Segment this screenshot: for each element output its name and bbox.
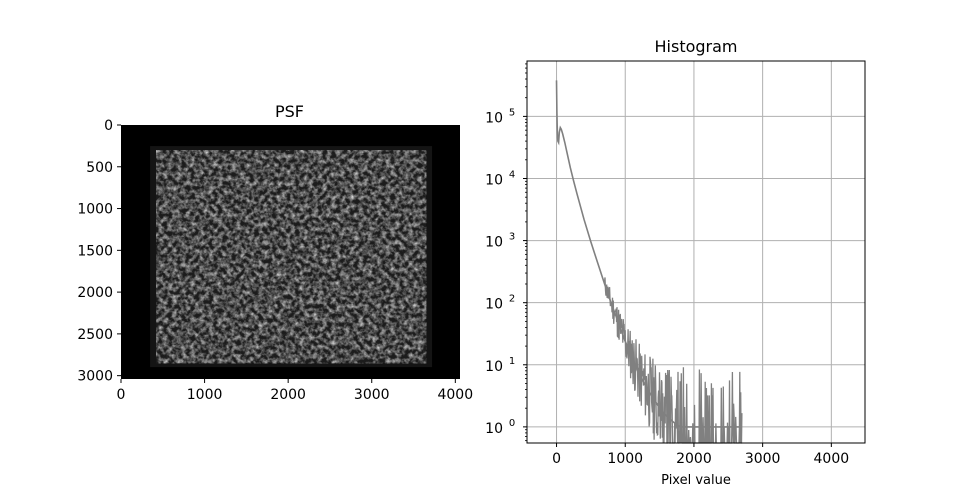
psf-y-axis: 0 500 1000 1500 2000 2500 3000	[77, 118, 121, 385]
histogram-y-tick-label: 10	[485, 172, 503, 188]
histogram-title: Histogram	[655, 37, 738, 56]
psf-title: PSF	[275, 102, 304, 121]
histogram-y-tick-exponent: 1	[509, 356, 515, 367]
histogram-y-axis: 10 0 10 1 10 2 10 3 10 4 10 5	[485, 63, 527, 442]
psf-speckle-texture	[156, 150, 427, 364]
histogram-y-tick-exponent: 0	[509, 418, 515, 429]
histogram-series	[555, 80, 743, 444]
histogram-x-tick-label: 0	[552, 451, 561, 467]
psf-x-tick-label: 2000	[270, 387, 306, 403]
psf-y-tick-label: 500	[86, 160, 113, 176]
psf-y-tick-label: 1000	[77, 202, 113, 218]
histogram-y-tick-label: 10	[485, 421, 503, 437]
histogram-y-tick-label: 10	[485, 110, 503, 126]
psf-panel: PSF 0 1000 2000 3000 4000 0 500 1000 1500 2000 25…	[77, 102, 473, 403]
histogram-y-tick-exponent: 5	[509, 107, 515, 118]
histogram-xlabel: Pixel value	[661, 473, 731, 488]
histogram-y-tick-exponent: 3	[509, 232, 515, 243]
psf-x-axis: 0 1000 2000 3000 4000	[117, 379, 473, 403]
psf-image	[121, 125, 460, 379]
histogram-frame	[526, 60, 866, 444]
histogram-x-axis: 0 1000 2000 3000 4000	[552, 443, 849, 467]
histogram-y-tick-label: 10	[485, 359, 503, 375]
psf-x-tick-label: 0	[117, 387, 126, 403]
psf-y-tick-label: 2000	[77, 285, 113, 301]
psf-y-tick-label: 0	[104, 118, 113, 134]
histogram-y-tick-label: 10	[485, 235, 503, 251]
histogram-grid	[527, 61, 865, 443]
histogram-y-tick-label: 10	[485, 297, 503, 313]
psf-x-tick-label: 1000	[187, 387, 223, 403]
histogram-panel: Histogram 0 1000 2000 3000 4000 10 0 10 1 10 2 10 3…	[485, 37, 866, 488]
histogram-x-tick-label: 1000	[607, 451, 643, 467]
histogram-x-tick-label: 4000	[814, 451, 850, 467]
histogram-x-tick-label: 2000	[676, 451, 712, 467]
histogram-y-tick-exponent: 2	[509, 294, 515, 305]
histogram-y-tick-exponent: 4	[509, 169, 515, 180]
psf-x-tick-label: 3000	[354, 387, 390, 403]
histogram-x-tick-label: 3000	[745, 451, 781, 467]
psf-y-tick-label: 2500	[77, 327, 113, 343]
psf-y-tick-label: 3000	[77, 369, 113, 385]
psf-y-tick-label: 1500	[77, 243, 113, 259]
psf-x-tick-label: 4000	[437, 387, 473, 403]
